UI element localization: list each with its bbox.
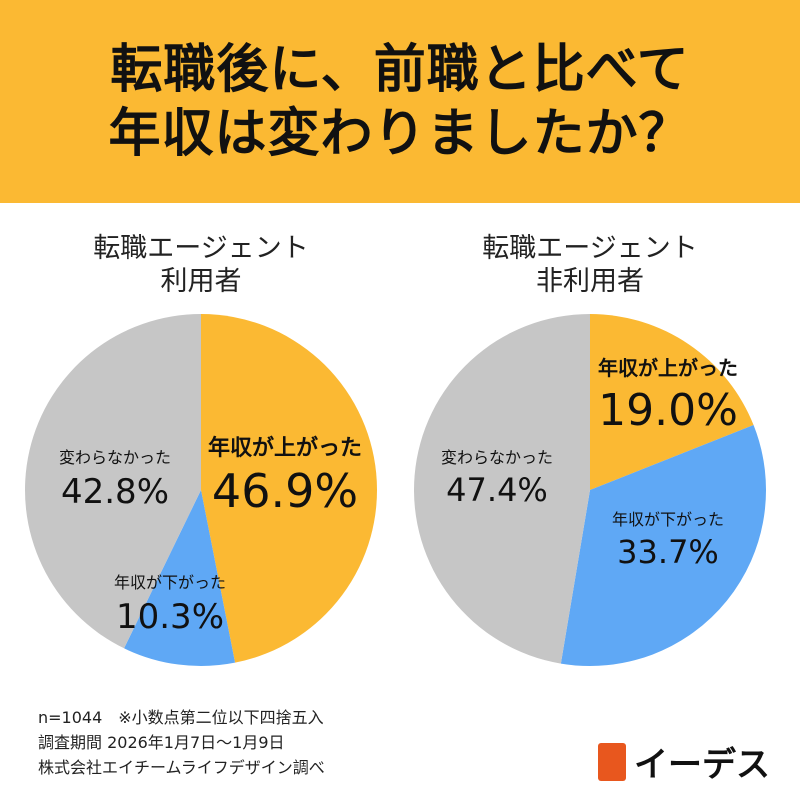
pie2-slice-1 (560, 425, 767, 667)
pie1-slice-1 (124, 490, 236, 666)
pie2-slice-2 (414, 314, 590, 664)
pie1-title-line2: 利用者 (160, 266, 242, 297)
page-title-line1: 転職後に、前職と比べて (110, 39, 690, 100)
page-title-line2: 年収は変わりましたか？ (108, 103, 692, 164)
pie1-title: 転職エージェント 利用者 (51, 232, 351, 298)
pie2-label-0: 年収が上がった (598, 356, 738, 380)
footer-notes: n=1044 ※小数点第二位以下四捨五入 調査期間 2026年1月7日〜1月9日… (38, 705, 325, 780)
pie2-label-1: 年収が下がった (612, 510, 724, 529)
pie1-label-1: 年収が下がった (114, 573, 226, 592)
pie1-title-line1: 転職エージェント (93, 233, 309, 264)
footer-sample-note: n=1044 ※小数点第二位以下四捨五入 (38, 708, 324, 727)
footer-period: 調査期間 2026年1月7日〜1月9日 (38, 733, 285, 752)
footer-source: 株式会社エイチームライフデザイン調べ (38, 758, 325, 777)
pie1-value-1: 10.3% (116, 597, 224, 637)
pie2-label-2: 変わらなかった (441, 448, 553, 467)
logo: イーデス (598, 737, 770, 786)
pie2-value-2: 47.4% (446, 471, 548, 509)
pie2-slice-0 (590, 314, 754, 490)
pie1-slice-0 (201, 314, 378, 663)
pie2-title-line1: 転職エージェント (482, 233, 698, 264)
pie1-label-0: 年収が上がった (208, 435, 362, 461)
pie2-title-line2: 非利用者 (536, 266, 644, 297)
pie1-slice-2 (24, 314, 202, 649)
pie2-value-0: 19.0% (598, 385, 738, 436)
pie1-value-0: 46.9% (212, 464, 358, 518)
logo-text: イーデス (634, 745, 770, 785)
pie2-title: 転職エージェント 非利用者 (440, 232, 740, 298)
header-banner: 転職後に、前職と比べて 年収は変わりましたか？ (0, 0, 800, 203)
logo-mark-icon (598, 742, 626, 781)
pie1-value-2: 42.8% (61, 472, 169, 512)
pie2-value-1: 33.7% (617, 533, 719, 571)
pie1-label-2: 変わらなかった (59, 448, 171, 467)
